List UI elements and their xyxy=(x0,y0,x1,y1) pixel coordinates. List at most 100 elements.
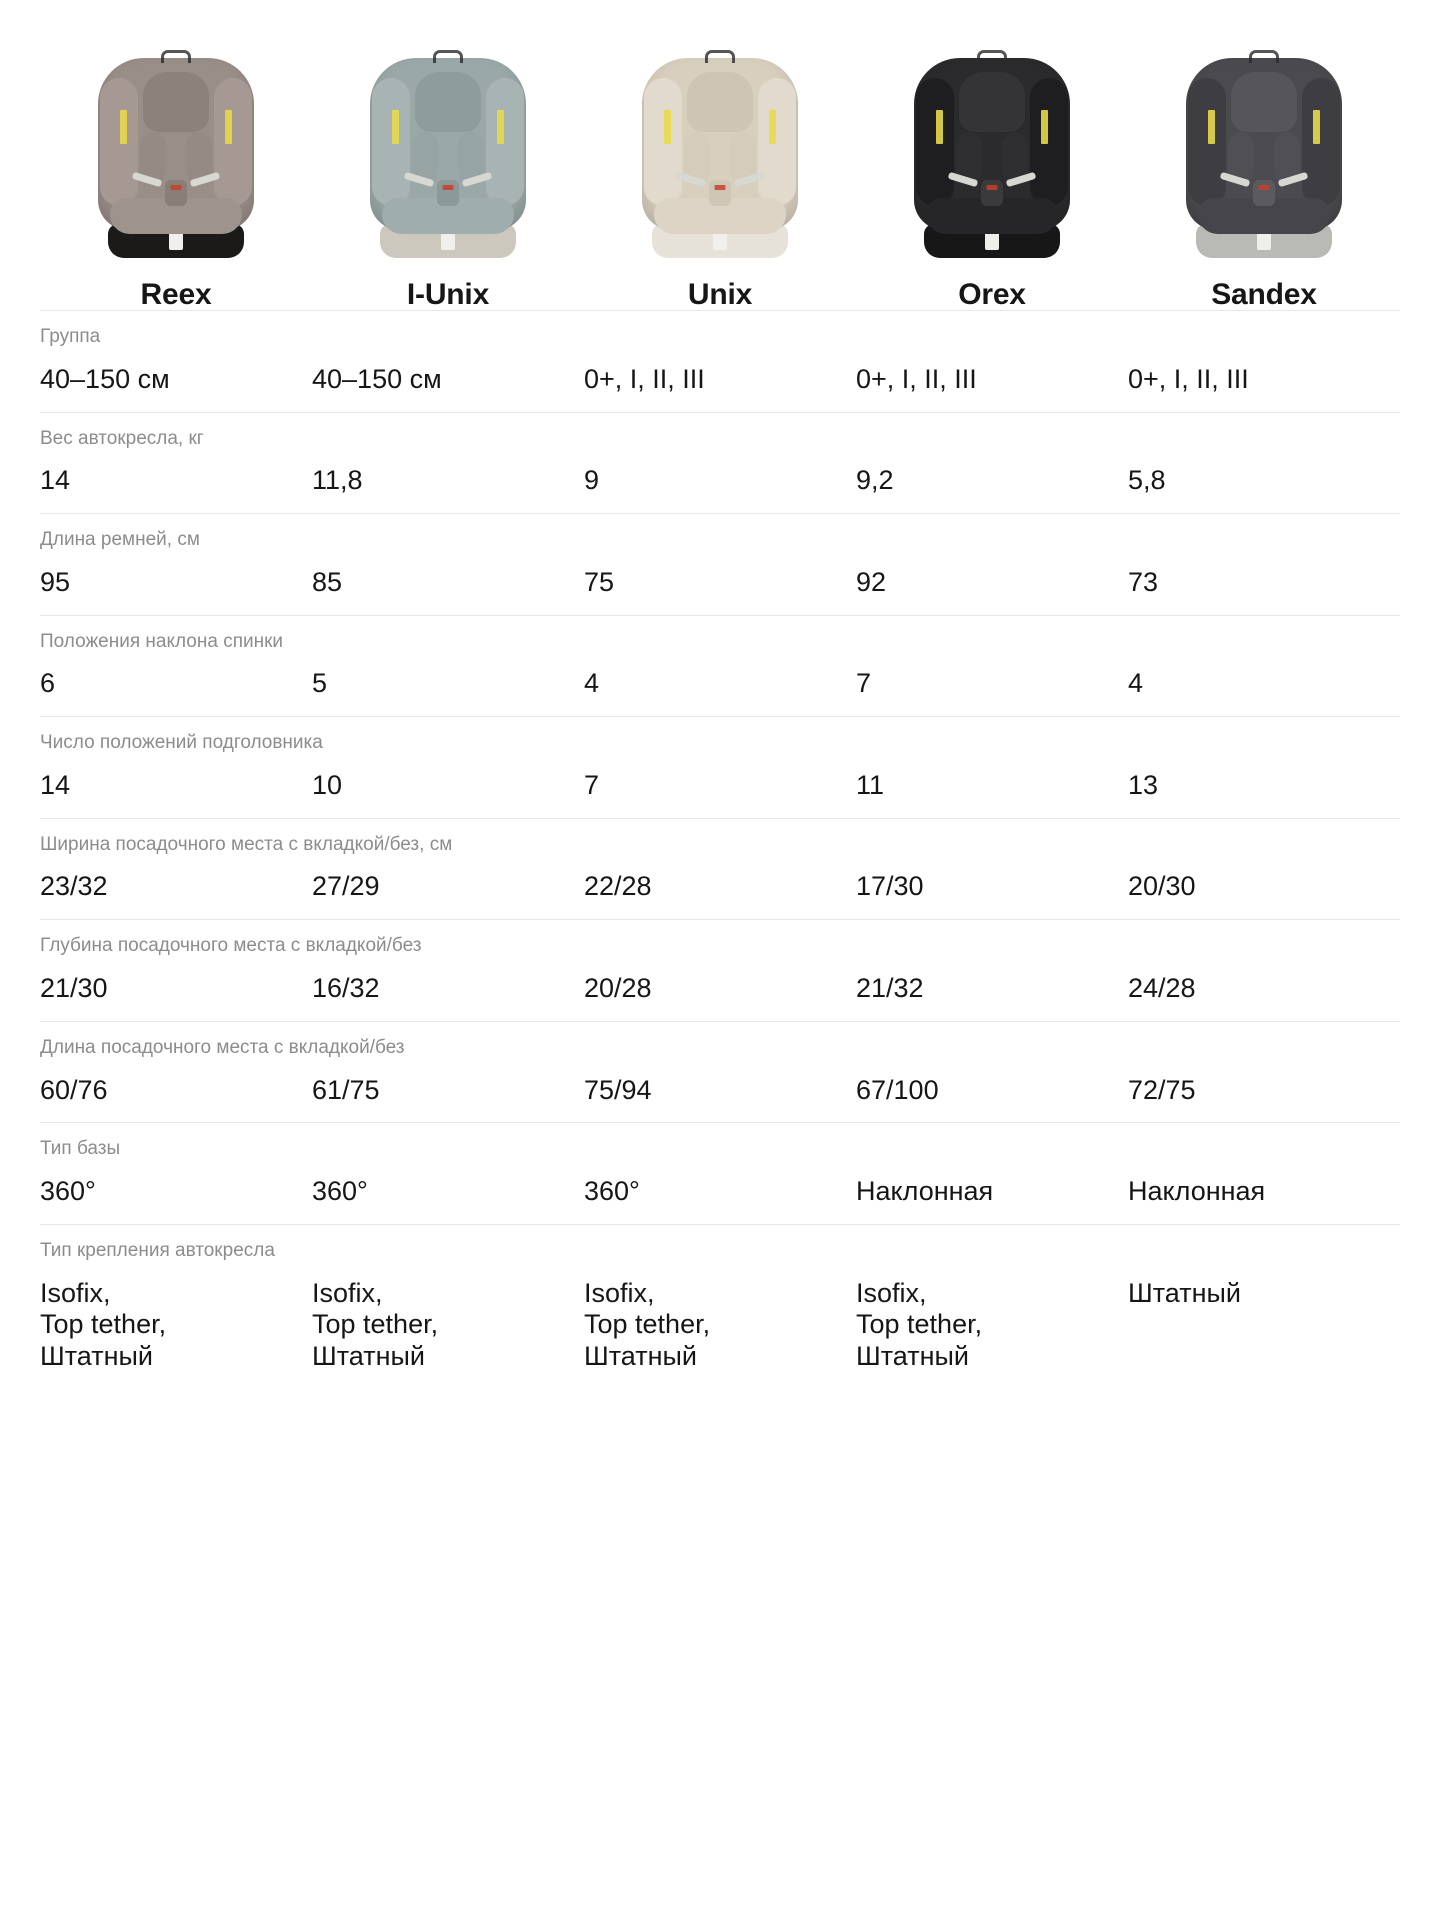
spec-value: Isofix, Top tether, Штатный xyxy=(856,1277,983,1372)
spec-label: Длина посадочного места с вкладкой/без xyxy=(40,1036,405,1058)
seat-side-wing-icon xyxy=(916,78,954,206)
spec-value: 13 xyxy=(1128,769,1159,800)
spec-value: 14 xyxy=(40,465,71,496)
spec-label: Глубина посадочного места с вкладкой/без xyxy=(40,935,422,957)
product-name: Orex xyxy=(958,278,1026,311)
seat-handle-icon xyxy=(433,50,463,63)
seat-headrest-icon xyxy=(959,72,1025,132)
spec-value: Наклонная xyxy=(1128,1176,1266,1207)
spec-value: 40–150 см xyxy=(40,363,170,394)
spec-label: Длина ремней, см xyxy=(40,529,200,551)
specifications-table: Группа 40–150 см 40–150 см 0+, I, II, III 0+… xyxy=(40,310,1400,1399)
car-seat-image[interactable] xyxy=(343,34,553,262)
seat-side-wing-icon xyxy=(1030,78,1068,206)
spec-value: Штатный xyxy=(1128,1277,1241,1308)
spec-value: 92 xyxy=(856,566,887,597)
spec-value: 23/32 xyxy=(40,871,108,902)
spec-value: 27/29 xyxy=(312,871,380,902)
seat-buckle-icon xyxy=(1253,180,1275,206)
spec-value: 14 xyxy=(40,769,71,800)
spec-values: 14 10 7 11 13 xyxy=(40,770,1400,802)
seat-handle-icon xyxy=(705,50,735,63)
spec-row: Длина посадочного места с вкладкой/без 60… xyxy=(40,1020,1400,1123)
seat-side-wing-icon xyxy=(372,78,410,206)
product-column[interactable]: Sandex xyxy=(1128,0,1400,310)
spec-value: Isofix, Top tether, Штатный xyxy=(40,1277,167,1372)
seat-buckle-icon xyxy=(165,180,187,206)
seat-side-wing-icon xyxy=(758,78,796,206)
product-name: I-Unix xyxy=(406,278,490,311)
spec-label: Группа xyxy=(40,326,101,347)
spec-value: 9 xyxy=(584,465,600,496)
warning-sticker-icon xyxy=(1041,110,1048,144)
seat-headrest-icon xyxy=(415,72,481,132)
spec-value: 85 xyxy=(312,566,343,597)
spec-row: Положения наклона спинки 6 5 4 7 4 xyxy=(40,614,1400,717)
spec-row: Тип крепления автокресла Isofix, Top teth… xyxy=(40,1223,1400,1399)
spec-value: 360° xyxy=(584,1176,640,1207)
spec-value: 11 xyxy=(856,769,885,800)
spec-values: 21/30 16/32 20/28 21/32 24/28 xyxy=(40,973,1400,1005)
spec-value: 67/100 xyxy=(856,1074,939,1105)
car-seat-illustration xyxy=(634,48,806,262)
spec-value: 360° xyxy=(312,1176,368,1207)
spec-value: 5,8 xyxy=(1128,465,1166,496)
spec-value: Isofix, Top tether, Штатный xyxy=(312,1277,439,1372)
warning-sticker-icon xyxy=(1208,110,1215,144)
spec-value: 60/76 xyxy=(40,1074,108,1105)
spec-value: 24/28 xyxy=(1128,972,1196,1003)
car-seat-image[interactable] xyxy=(615,34,825,262)
warning-sticker-icon xyxy=(392,110,399,144)
spec-values: 40–150 см 40–150 см 0+, I, II, III 0+, I, I… xyxy=(40,364,1400,396)
product-name: Unix xyxy=(687,278,753,311)
spec-value: 360° xyxy=(40,1176,96,1207)
spec-value: 61/75 xyxy=(312,1074,380,1105)
spec-value: 73 xyxy=(1128,566,1159,597)
seat-buckle-icon xyxy=(709,180,731,206)
spec-value: 40–150 см xyxy=(312,363,442,394)
spec-label: Вес автокресла, кг xyxy=(40,427,204,449)
seat-headrest-icon xyxy=(143,72,209,132)
spec-label: Положения наклона спинки xyxy=(40,630,284,652)
spec-label: Тип крепления автокресла xyxy=(40,1239,275,1261)
spec-row: Глубина посадочного места с вкладкой/без… xyxy=(40,919,1400,1021)
warning-sticker-icon xyxy=(225,110,232,144)
spec-value: Isofix, Top tether, Штатный xyxy=(584,1277,711,1372)
spec-value: 9,2 xyxy=(856,465,894,496)
product-column[interactable]: Orex xyxy=(856,0,1128,310)
product-name: Sandex xyxy=(1211,278,1317,311)
warning-sticker-icon xyxy=(497,110,504,144)
spec-values: 95 85 75 92 73 xyxy=(40,567,1400,599)
spec-value: 72/75 xyxy=(1128,1074,1196,1105)
product-column[interactable]: I-Unix xyxy=(312,0,584,310)
spec-value: 10 xyxy=(312,769,343,800)
spec-value: 6 xyxy=(40,668,56,699)
spec-value: 4 xyxy=(1128,668,1144,699)
seat-headrest-icon xyxy=(1231,72,1297,132)
spec-values: 360° 360° 360° Наклонная Наклонная xyxy=(40,1176,1400,1208)
product-column[interactable]: Unix xyxy=(584,0,856,310)
car-seat-illustration xyxy=(906,48,1078,262)
spec-row: Тип базы 360° 360° 360° Наклонная Наклонная xyxy=(40,1122,1400,1224)
seat-handle-icon xyxy=(977,50,1007,63)
seat-side-wing-icon xyxy=(486,78,524,206)
spec-value: 17/30 xyxy=(856,871,924,902)
car-seat-image[interactable] xyxy=(1159,34,1369,262)
product-column[interactable]: Reex xyxy=(40,0,312,310)
spec-row: Вес автокресла, кг 14 11,8 9 9,2 5,8 xyxy=(40,411,1400,514)
spec-values: 23/32 27/29 22/28 17/30 20/30 xyxy=(40,871,1400,903)
seat-buckle-icon xyxy=(437,180,459,206)
warning-sticker-icon xyxy=(769,110,776,144)
seat-side-wing-icon xyxy=(100,78,138,206)
warning-sticker-icon xyxy=(120,110,127,144)
spec-value: 0+, I, II, III xyxy=(584,363,705,394)
spec-value: 4 xyxy=(584,668,600,699)
car-seat-image[interactable] xyxy=(71,34,281,262)
spec-value: 75 xyxy=(584,566,615,597)
spec-value: 21/32 xyxy=(856,972,924,1003)
spec-value: 16/32 xyxy=(312,972,380,1003)
car-seat-illustration xyxy=(362,48,534,262)
spec-value: 95 xyxy=(40,566,71,597)
car-seat-image[interactable] xyxy=(887,34,1097,262)
seat-buckle-icon xyxy=(981,180,1003,206)
